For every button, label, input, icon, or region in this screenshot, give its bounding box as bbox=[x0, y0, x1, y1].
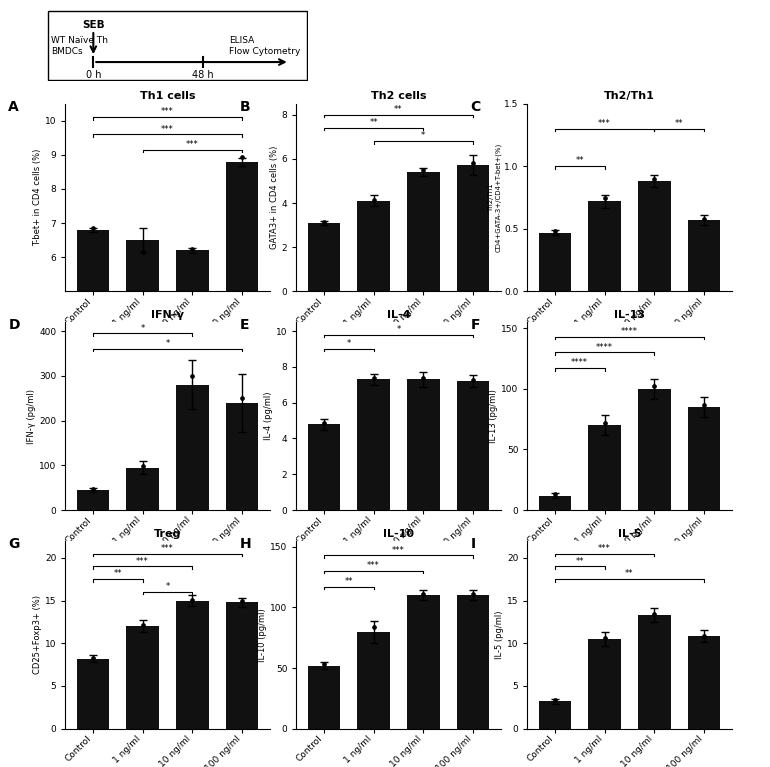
Y-axis label: Th2/Th1
CD4+GATA-3+/CD4+T-bet+(%): Th2/Th1 CD4+GATA-3+/CD4+T-bet+(%) bbox=[487, 143, 501, 252]
Text: **: ** bbox=[113, 569, 122, 578]
Text: ***: *** bbox=[161, 107, 174, 117]
Text: ***: *** bbox=[136, 557, 149, 565]
Title: IL-10: IL-10 bbox=[383, 528, 414, 538]
Text: **: ** bbox=[675, 119, 684, 128]
Text: E: E bbox=[239, 318, 249, 332]
Bar bbox=[407, 380, 440, 510]
Text: ***: *** bbox=[598, 119, 611, 128]
Bar bbox=[588, 425, 621, 510]
Bar bbox=[539, 701, 571, 729]
Bar bbox=[539, 495, 571, 510]
Text: ***: *** bbox=[392, 545, 405, 555]
Text: *: * bbox=[346, 339, 351, 348]
Y-axis label: IL-10 (pg/ml): IL-10 (pg/ml) bbox=[259, 607, 267, 662]
Bar bbox=[638, 389, 671, 510]
Text: ***: *** bbox=[161, 544, 174, 553]
Text: C: C bbox=[470, 100, 480, 114]
Text: H: H bbox=[239, 537, 251, 551]
Text: I: I bbox=[470, 537, 475, 551]
Bar bbox=[588, 639, 621, 729]
Text: 0 h: 0 h bbox=[85, 70, 101, 80]
Bar bbox=[77, 490, 109, 510]
Y-axis label: CD25+Foxp3+ (%): CD25+Foxp3+ (%) bbox=[33, 595, 42, 674]
Bar bbox=[457, 166, 489, 291]
Bar bbox=[638, 181, 671, 291]
Y-axis label: IL-5 (pg/ml): IL-5 (pg/ml) bbox=[495, 611, 504, 659]
Bar bbox=[226, 162, 258, 463]
Bar bbox=[176, 385, 209, 510]
Title: IFN-γ: IFN-γ bbox=[151, 310, 184, 320]
Text: G: G bbox=[8, 537, 20, 551]
Bar bbox=[357, 632, 390, 729]
Text: *: * bbox=[166, 339, 169, 348]
Text: 48 h: 48 h bbox=[192, 70, 214, 80]
Text: ****: **** bbox=[621, 327, 638, 336]
Title: Th2/Th1: Th2/Th1 bbox=[604, 91, 655, 101]
Title: IL-4: IL-4 bbox=[387, 310, 410, 320]
Text: **: ** bbox=[344, 577, 353, 586]
Bar bbox=[638, 615, 671, 729]
Text: D: D bbox=[8, 318, 20, 332]
Text: ****: **** bbox=[571, 358, 588, 367]
Bar bbox=[588, 201, 621, 291]
Bar bbox=[688, 407, 720, 510]
Bar bbox=[77, 230, 109, 463]
Text: ELISA: ELISA bbox=[229, 36, 255, 44]
Title: Treg: Treg bbox=[154, 528, 181, 538]
Text: *: * bbox=[140, 324, 145, 333]
Bar bbox=[357, 380, 390, 510]
Text: *: * bbox=[397, 325, 400, 334]
Bar bbox=[77, 659, 109, 729]
Bar bbox=[688, 637, 720, 729]
Text: ****: **** bbox=[596, 343, 613, 352]
Bar bbox=[176, 251, 209, 463]
Title: Th1 cells: Th1 cells bbox=[139, 91, 196, 101]
Bar bbox=[308, 223, 340, 291]
Bar bbox=[688, 220, 720, 291]
Bar bbox=[407, 595, 440, 729]
Bar bbox=[407, 172, 440, 291]
Text: **: ** bbox=[370, 118, 378, 127]
Bar bbox=[457, 381, 489, 510]
Title: IL-13: IL-13 bbox=[614, 310, 645, 320]
Bar bbox=[226, 403, 258, 510]
Text: **: ** bbox=[394, 105, 403, 114]
Bar bbox=[126, 240, 159, 463]
Text: F: F bbox=[470, 318, 480, 332]
Text: ***: *** bbox=[161, 124, 174, 133]
Text: **: ** bbox=[575, 557, 584, 565]
Text: A: A bbox=[8, 100, 19, 114]
Y-axis label: IL-4 (pg/ml): IL-4 (pg/ml) bbox=[264, 392, 273, 440]
Y-axis label: IL-13 (pg/ml): IL-13 (pg/ml) bbox=[490, 389, 498, 443]
Text: SEB: SEB bbox=[82, 20, 105, 30]
Bar bbox=[126, 626, 159, 729]
Text: B: B bbox=[239, 100, 250, 114]
Text: ***: *** bbox=[367, 561, 380, 571]
Y-axis label: IFN-γ (pg/ml): IFN-γ (pg/ml) bbox=[28, 389, 36, 443]
Bar bbox=[176, 601, 209, 729]
Text: ***: *** bbox=[186, 140, 199, 149]
Bar bbox=[457, 595, 489, 729]
Bar bbox=[226, 602, 258, 729]
Y-axis label: GATA3+ in CD4 cells (%): GATA3+ in CD4 cells (%) bbox=[270, 146, 279, 249]
Bar bbox=[539, 232, 571, 291]
Bar bbox=[357, 201, 390, 291]
Title: IL-5: IL-5 bbox=[618, 528, 641, 538]
Text: WT Naïve Th: WT Naïve Th bbox=[52, 36, 109, 44]
Text: ***: *** bbox=[598, 544, 611, 553]
Text: **: ** bbox=[575, 156, 584, 166]
Text: *: * bbox=[421, 131, 426, 140]
Text: BMDCs: BMDCs bbox=[52, 47, 83, 56]
Title: Th2 cells: Th2 cells bbox=[370, 91, 427, 101]
Text: **: ** bbox=[625, 569, 634, 578]
Text: Flow Cytometry: Flow Cytometry bbox=[229, 47, 301, 56]
Bar bbox=[126, 468, 159, 510]
Y-axis label: T-bet+ in CD4 cells (%): T-bet+ in CD4 cells (%) bbox=[33, 149, 42, 246]
Bar bbox=[308, 666, 340, 729]
Bar bbox=[308, 424, 340, 510]
Text: *: * bbox=[166, 582, 169, 591]
